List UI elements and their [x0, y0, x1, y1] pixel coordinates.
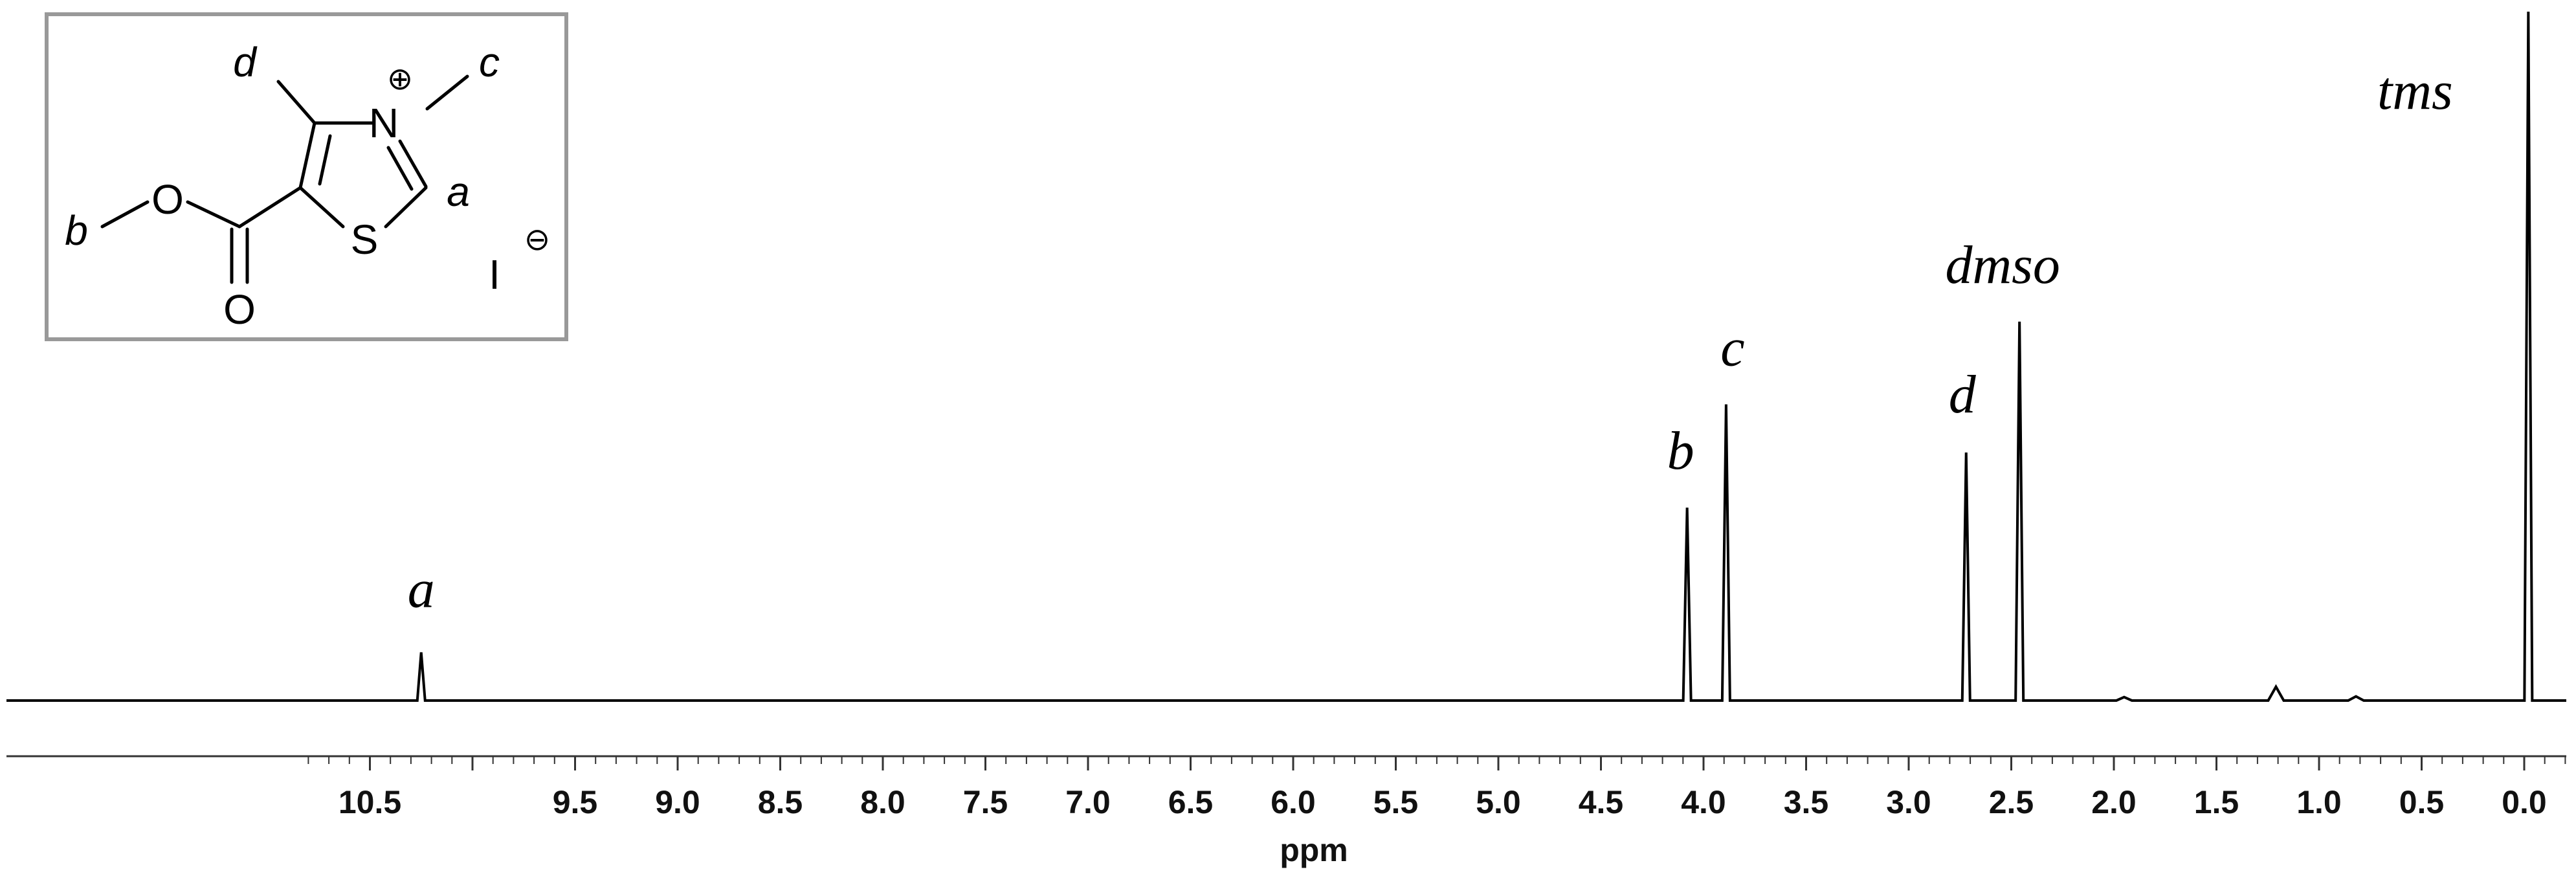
x-tick-label: 6.0: [1271, 784, 1316, 820]
label-a: a: [447, 168, 470, 215]
peak-label-dmso: dmso: [1946, 235, 2060, 295]
anion-charge: ⊖: [524, 223, 550, 257]
molecule-bonds: [100, 74, 469, 284]
x-tick-label: 6.5: [1168, 784, 1214, 820]
x-tick-label: 5.0: [1476, 784, 1521, 820]
x-tick-label: 8.5: [758, 784, 803, 820]
x-tick-label: 0.0: [2502, 784, 2547, 820]
x-tick-label: 7.5: [963, 784, 1008, 820]
peak-label-tms: tms: [2377, 61, 2453, 121]
x-tick-label: 4.0: [1681, 784, 1726, 820]
iodide-ion: I: [489, 251, 500, 298]
label-c: c: [479, 39, 500, 85]
x-axis-title: ppm: [1280, 832, 1348, 868]
atom-nitrogen: N: [369, 100, 399, 146]
x-tick-label: 7.0: [1065, 784, 1111, 820]
x-axis-tick-labels: 10.5 9.5 9.0 8.5 8.0 7.5 7.0 6.5 6.0 5.5 5.0 4.5 4.0…: [339, 784, 2547, 820]
peak-label-a: a: [408, 559, 435, 620]
peak-label-c: c: [1720, 317, 1744, 377]
molecule-inset: N ⊕ S O O I ⊖ d c a b: [45, 12, 568, 341]
x-tick-label: 2.0: [2091, 784, 2137, 820]
atom-sulfur: S: [351, 216, 379, 263]
x-tick-label: 1.0: [2296, 784, 2342, 820]
peak-label-d: d: [1949, 365, 1977, 425]
x-tick-label: 3.0: [1886, 784, 1931, 820]
x-tick-label: 10.5: [339, 784, 401, 820]
x-tick-label: 0.5: [2399, 784, 2445, 820]
peak-labels: a bc d dmso tms: [408, 61, 2453, 620]
x-tick-label: 5.5: [1373, 784, 1419, 820]
x-tick-label: 3.5: [1784, 784, 1829, 820]
atom-ester-oxygen: O: [151, 176, 184, 223]
peak-label-b: b: [1667, 421, 1694, 481]
spectrum-trace: [6, 11, 2566, 702]
x-axis-ticks: [307, 756, 2566, 770]
x-tick-label: 9.0: [655, 784, 700, 820]
atom-carbonyl-oxygen: O: [223, 286, 256, 333]
x-tick-label: 1.5: [2194, 784, 2239, 820]
cation-charge: ⊕: [387, 62, 413, 96]
x-tick-label: 8.0: [860, 784, 905, 820]
x-tick-label: 9.5: [553, 784, 598, 820]
label-d: d: [233, 39, 258, 85]
x-tick-label: 4.5: [1579, 784, 1624, 820]
x-axis: 10.5 9.5 9.0 8.5 8.0 7.5 7.0 6.5 6.0 5.5 5.0 4.5 4.0…: [6, 755, 2566, 868]
label-b: b: [65, 207, 88, 254]
x-tick-label: 2.5: [1989, 784, 2034, 820]
molecule-inset-border: [45, 12, 568, 341]
